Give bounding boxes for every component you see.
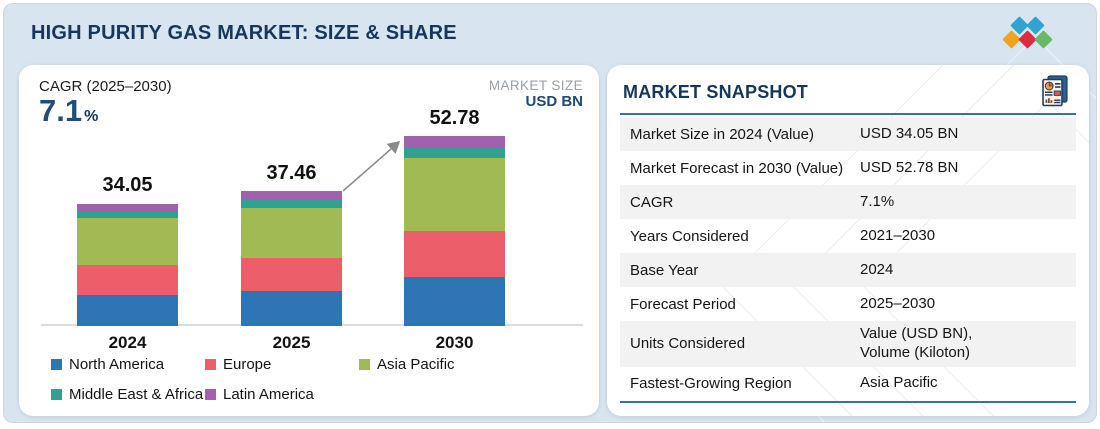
- chart-legend: North America Europe Asia Pacific Middle Ea…: [51, 356, 586, 403]
- snapshot-row: Base Year 2024: [620, 253, 1076, 287]
- snapshot-row-value: 2021–2030: [860, 226, 936, 244]
- snapshot-row-value: Asia Pacific: [860, 374, 938, 392]
- x-axis-tick-2024: 2024: [108, 333, 147, 352]
- market-snapshot-card: MARKET SNAPSHOT Market Size in 2024 (Val…: [607, 65, 1089, 416]
- bar-segment-asia-pacific: [241, 207, 342, 258]
- snapshot-row: Market Size in 2024 (Value) USD 34.05 BN: [620, 117, 1076, 151]
- bar-segment-middle-east-africa: [241, 199, 342, 208]
- snapshot-bottom-divider: [620, 400, 1076, 403]
- snapshot-row-label: Market Size in 2024 (Value): [630, 125, 814, 143]
- cagr-label: CAGR (2025–2030): [39, 78, 172, 95]
- snapshot-row: Years Considered 2021–2030: [620, 219, 1076, 253]
- bar-segment-middle-east-africa: [404, 147, 505, 159]
- snapshot-row: CAGR 7.1%: [620, 185, 1076, 219]
- bar-2024: 34.05: [77, 174, 178, 326]
- legend-label: Middle East & Africa: [69, 386, 204, 403]
- brand-logo: [998, 16, 1060, 60]
- x-axis-tick-2025: 2025: [272, 333, 311, 352]
- cagr-number: 7.1: [39, 93, 83, 128]
- bar-segment-latin-america: [77, 203, 178, 211]
- bar-total-label: 37.46: [266, 162, 317, 185]
- snapshot-title: MARKET SNAPSHOT: [623, 82, 809, 102]
- background-frame: HIGH PURITY GAS MARKET: SIZE & SHARE CAG…: [3, 3, 1097, 423]
- legend-item-asia-pacific: Asia Pacific: [359, 356, 513, 373]
- legend-item-middle-east-africa: Middle East & Africa: [51, 386, 205, 403]
- snapshot-row-value: USD 52.78 BN: [860, 158, 959, 176]
- snapshot-row-label: Units Considered: [630, 335, 746, 353]
- cagr-block: CAGR (2025–2030) 7.1%: [39, 78, 172, 128]
- cagr-value: 7.1%: [39, 93, 172, 128]
- bar-segment-asia-pacific: [404, 158, 505, 232]
- legend-item-north-america: North America: [51, 356, 205, 373]
- snapshot-row-label: Market Forecast in 2030 (Value): [630, 159, 844, 177]
- market-size-label: MARKET SIZE: [488, 78, 583, 93]
- snapshot-row-label: Fastest-Growing Region: [630, 375, 792, 392]
- bar-total-label: 52.78: [429, 107, 480, 129]
- legend-swatch: [51, 359, 62, 370]
- x-axis-tick-2030: 2030: [435, 333, 474, 352]
- report-document-icon: [1042, 75, 1068, 107]
- bar-segment-europe: [77, 264, 178, 295]
- bar-2025: 37.46: [241, 162, 342, 326]
- bar-segment-asia-pacific: [77, 218, 178, 265]
- bar-segment-europe: [404, 231, 505, 277]
- bar-2030: 52.78: [404, 107, 505, 326]
- snapshot-header: MARKET SNAPSHOT: [607, 65, 1089, 113]
- bar-total-label: 34.05: [102, 174, 153, 197]
- snapshot-top-divider: [620, 113, 1076, 115]
- snapshot-row-label: CAGR: [630, 193, 674, 211]
- snapshot-row-label: Forecast Period: [630, 295, 736, 313]
- snapshot-row-value: USD 34.05 BN: [860, 124, 959, 142]
- snapshot-row-label: Base Year: [630, 261, 699, 279]
- legend-label: Latin America: [223, 386, 314, 403]
- snapshot-row-value: Value (USD BN), Volume (Kiloton): [860, 325, 973, 361]
- header: HIGH PURITY GAS MARKET: SIZE & SHARE: [4, 4, 1096, 62]
- snapshot-row-value: 7.1%: [860, 192, 895, 210]
- legend-item-latin-america: Latin America: [205, 386, 359, 403]
- snapshot-row-label: Years Considered: [630, 227, 749, 245]
- bar-segment-latin-america: [404, 136, 505, 148]
- x-axis-line: [41, 324, 583, 326]
- legend-label: Europe: [223, 356, 272, 373]
- legend-swatch: [205, 389, 216, 400]
- bar-segment-latin-america: [241, 191, 342, 200]
- legend-item-europe: Europe: [205, 356, 359, 373]
- page-title: HIGH PURITY GAS MARKET: SIZE & SHARE: [31, 22, 457, 44]
- bar-segment-middle-east-africa: [77, 210, 178, 219]
- snapshot-row-value: 2024: [860, 260, 894, 278]
- snapshot-table: Market Size in 2024 (Value) USD 34.05 BN M…: [620, 117, 1076, 401]
- legend-swatch: [205, 359, 216, 370]
- bar-segment-europe: [241, 257, 342, 291]
- snapshot-row: Market Forecast in 2030 (Value) USD 52.78…: [620, 151, 1076, 185]
- legend-swatch: [359, 359, 370, 370]
- market-size-chart-card: CAGR (2025–2030) 7.1% MARKET SIZE USD BN…: [19, 65, 599, 416]
- snapshot-row: Forecast Period 2025–2030: [620, 287, 1076, 321]
- bar-segment-north-america: [241, 290, 342, 326]
- snapshot-row: Units Considered Value (USD BN), Volume (…: [620, 321, 1076, 367]
- snapshot-row-value: 2025–2030: [860, 294, 936, 312]
- market-size-unit-block: MARKET SIZE USD BN: [489, 78, 583, 110]
- legend-swatch: [51, 389, 62, 400]
- bar-segment-north-america: [404, 276, 505, 326]
- legend-label: North America: [69, 356, 165, 373]
- cagr-percent-sign: %: [84, 108, 99, 125]
- bar-segment-north-america: [77, 294, 178, 326]
- snapshot-row: Fastest-Growing Region Asia Pacific: [620, 367, 1076, 401]
- market-size-unit: USD BN: [525, 93, 583, 110]
- legend-label: Asia Pacific: [377, 356, 455, 373]
